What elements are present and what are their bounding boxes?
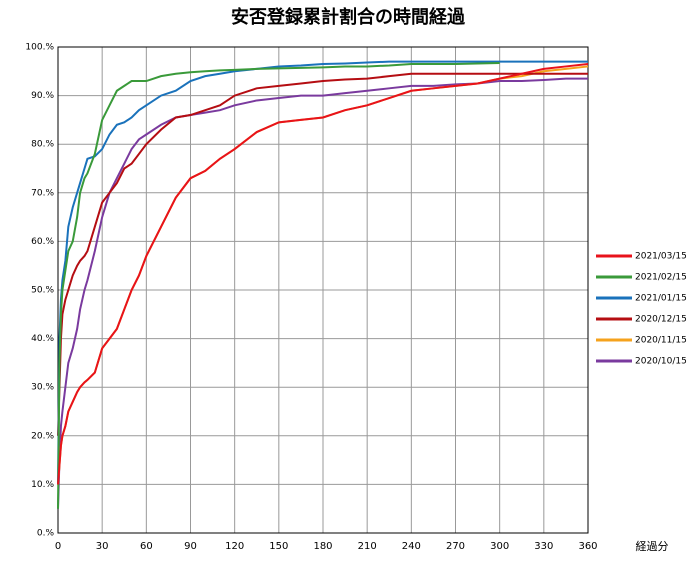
y-tick-label: 100.% — [25, 43, 54, 53]
x-tick-label: 30 — [96, 541, 109, 552]
y-tick-label: 50.% — [31, 286, 54, 296]
x-tick-label: 330 — [534, 541, 553, 552]
y-tick-label: 0.% — [37, 529, 55, 539]
x-tick-label: 360 — [578, 541, 597, 552]
x-tick-label: 0 — [55, 541, 61, 552]
x-tick-label: 90 — [184, 541, 197, 552]
y-tick-label: 90.% — [31, 91, 54, 101]
series-line — [57, 62, 500, 509]
plot-frame — [57, 46, 589, 534]
x-tick-label: 240 — [402, 541, 421, 552]
y-tick-label: 30.% — [31, 383, 54, 393]
series-line — [57, 72, 588, 436]
legend-label: 2020/12/15 — [635, 315, 687, 325]
legend-label: 2021/02/15 — [635, 273, 687, 283]
y-tick-label: 60.% — [31, 237, 54, 247]
x-tick-label: 210 — [358, 541, 377, 552]
y-tick-label: 70.% — [31, 188, 54, 198]
y-tick-label: 40.% — [31, 334, 54, 344]
y-tick-label: 80.% — [31, 140, 54, 150]
x-tick-label: 60 — [140, 541, 153, 552]
legend-label: 2020/11/15 — [635, 336, 687, 346]
series-line — [57, 60, 588, 485]
series-line — [57, 63, 589, 485]
y-tick-label: 10.% — [31, 480, 54, 490]
x-tick-label: 270 — [446, 541, 465, 552]
x-tick-label: 180 — [313, 541, 332, 552]
x-tick-label: 120 — [225, 541, 244, 552]
x-tick-label: 300 — [490, 541, 509, 552]
chart-title: 安否登録累計割合の時間経過 — [231, 6, 466, 28]
legend-label: 2021/03/15 — [635, 252, 687, 262]
x-axis-label: 経過分 — [636, 540, 669, 553]
y-tick-label: 20.% — [31, 431, 54, 441]
legend-label: 2020/10/15 — [635, 357, 687, 367]
legend-label: 2021/01/15 — [635, 294, 687, 304]
x-tick-label: 150 — [269, 541, 288, 552]
